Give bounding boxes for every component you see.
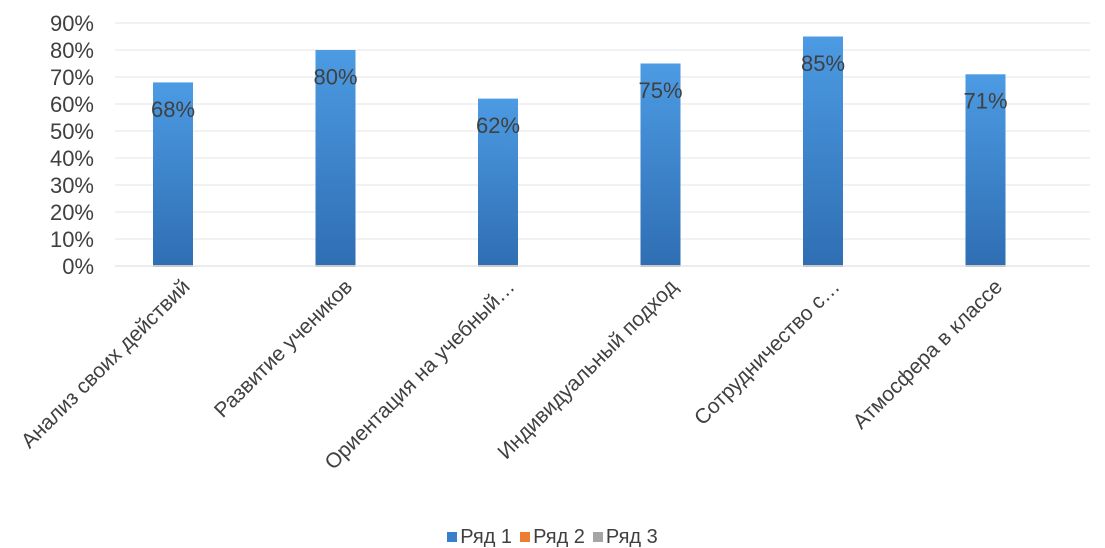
bar-baseline-marker bbox=[315, 265, 356, 267]
x-tick-label: Ориентация на учебный… bbox=[320, 275, 519, 474]
data-labels: 68% 80% 62% 75% 85% 71% bbox=[151, 51, 1008, 138]
y-tick-label: 10% bbox=[50, 227, 94, 252]
x-axis: Анализ своих действий Развитие учениковОр… bbox=[17, 275, 1007, 474]
x-tick-label: Анализ своих действий bbox=[17, 275, 195, 453]
legend: Ряд 1 Ряд 2 Ряд 3 bbox=[0, 525, 1105, 548]
legend-item: Ряд 3 bbox=[592, 526, 658, 548]
x-tick-label: Развитие учеников bbox=[210, 275, 357, 422]
data-label: 62% bbox=[476, 113, 520, 138]
legend-swatch bbox=[592, 532, 603, 542]
y-tick-label: 30% bbox=[50, 173, 94, 198]
y-tick-label: 80% bbox=[50, 38, 94, 63]
bar bbox=[965, 74, 1006, 266]
legend-item: Ряд 1 bbox=[447, 526, 512, 548]
bar bbox=[315, 50, 356, 266]
y-tick-label: 50% bbox=[50, 119, 94, 144]
bar-baseline-marker bbox=[478, 265, 518, 267]
bars bbox=[153, 36, 1006, 267]
bar bbox=[803, 36, 843, 266]
data-label: 75% bbox=[638, 78, 682, 103]
bar bbox=[640, 63, 681, 266]
data-label: 71% bbox=[963, 89, 1007, 114]
y-axis: 0%10%20%30%40%50%60%70%80%90% bbox=[50, 11, 94, 279]
x-tick-label: Сотрудничество с… bbox=[690, 275, 845, 430]
bar bbox=[478, 98, 518, 266]
bar-baseline-marker bbox=[153, 265, 193, 267]
y-tick-label: 90% bbox=[50, 11, 94, 36]
legend-label: Ряд 1 bbox=[460, 526, 513, 548]
bar bbox=[153, 82, 193, 267]
legend-label: Ряд 2 bbox=[533, 526, 585, 548]
y-tick-label: 20% bbox=[50, 200, 94, 225]
data-label: 80% bbox=[313, 64, 357, 89]
bar-baseline-marker bbox=[640, 265, 681, 267]
x-tick-label: Атмосфера в классе bbox=[849, 275, 1007, 433]
bar-baseline-marker bbox=[803, 265, 843, 267]
y-tick-label: 40% bbox=[50, 146, 94, 171]
legend-label: Ряд 3 bbox=[605, 526, 658, 548]
x-tick-label: Индивидуальный подход bbox=[493, 275, 682, 464]
y-tick-label: 0% bbox=[62, 254, 94, 279]
legend-item: Ряд 2 bbox=[520, 526, 585, 548]
bar-baseline-marker bbox=[965, 265, 1006, 267]
y-tick-label: 70% bbox=[50, 65, 94, 90]
gridlines bbox=[115, 22, 1090, 267]
data-label: 85% bbox=[801, 51, 845, 76]
y-tick-label: 60% bbox=[50, 92, 94, 117]
data-label: 68% bbox=[151, 97, 195, 122]
legend-swatch bbox=[520, 532, 531, 542]
legend-swatch bbox=[447, 532, 458, 542]
